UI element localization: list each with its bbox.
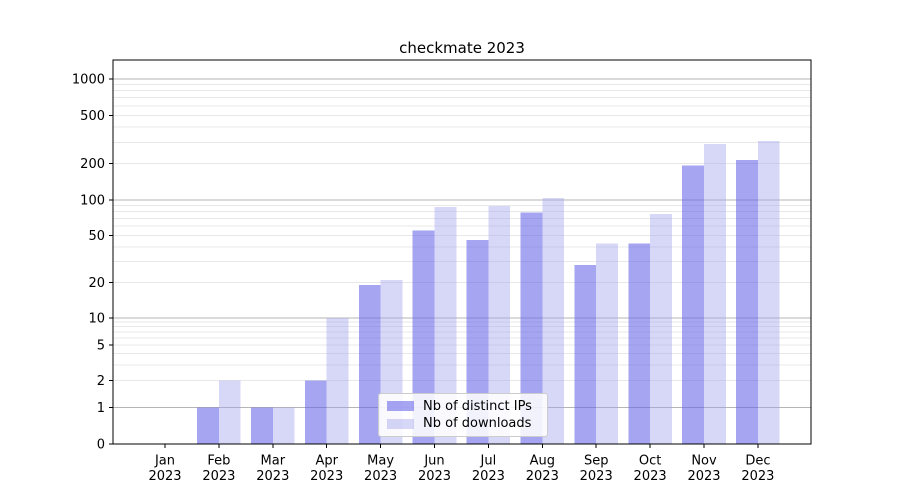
bar-distinct-ips-feb [197, 407, 219, 444]
x-tick-label-month: Nov [691, 454, 717, 469]
x-tick-label-year: 2023 [364, 469, 397, 484]
bar-distinct-ips-may [358, 285, 381, 444]
bar-downloads-feb [218, 380, 241, 444]
bar-distinct-ips-apr [304, 380, 327, 444]
bar-distinct-ips-jul [466, 239, 489, 444]
legend-entry-downloads: Nb of downloads [387, 416, 539, 431]
x-tick-label-month: Mar [261, 454, 286, 469]
x-tick-label-month: May [367, 454, 394, 469]
bar-distinct-ips-mar [251, 407, 273, 444]
bar-distinct-ips-dec [736, 159, 758, 445]
x-tick-label-year: 2023 [472, 469, 505, 484]
x-tick-label-year: 2023 [634, 469, 667, 484]
plot-border [112, 59, 812, 445]
legend-label-distinct-ips: Nb of distinct IPs [423, 398, 532, 414]
y-tick-label: 100 [80, 194, 105, 209]
x-tick-label-year: 2023 [202, 469, 235, 484]
bar-distinct-ips-oct [628, 243, 651, 444]
bar-downloads-aug [542, 197, 565, 444]
chart-title: checkmate 2023 [399, 39, 525, 57]
bar-downloads-dec [757, 140, 780, 444]
y-tick-label: 20 [88, 276, 105, 291]
legend-entry-distinct-ips: Nb of distinct IPs [387, 399, 539, 414]
bar-downloads-jun [434, 207, 457, 444]
x-tick-label-year: 2023 [418, 469, 451, 484]
x-tick-label-month: Aug [530, 454, 555, 469]
x-tick-label-month: Oct [639, 454, 661, 469]
legend-label-downloads: Nb of downloads [423, 416, 532, 432]
bar-distinct-ips-nov [682, 165, 704, 444]
y-tick-label: 5 [97, 338, 105, 353]
x-tick-label-year: 2023 [580, 469, 613, 484]
y-tick-label: 10 [88, 312, 105, 327]
y-tick-label: 1 [97, 401, 105, 416]
bar-downloads-sep [596, 243, 618, 444]
bar-downloads-mar [272, 407, 295, 444]
bar-downloads-nov [704, 144, 726, 444]
legend: Nb of distinct IPs Nb of downloads [378, 393, 548, 437]
x-tick-label-month: Jul [480, 454, 497, 469]
y-tick-label: 200 [80, 157, 105, 172]
bar-distinct-ips-jun [412, 230, 435, 444]
x-tick-label-month: Feb [207, 454, 230, 469]
y-tick-label: 50 [88, 229, 105, 244]
legend-swatch-downloads [387, 418, 414, 429]
x-tick-label-month: Apr [315, 454, 338, 469]
x-tick-label-month: Sep [584, 454, 609, 469]
x-tick-label-month: Dec [745, 454, 770, 469]
legend-swatch-distinct-ips [387, 401, 414, 412]
y-tick-label: 2 [97, 374, 105, 389]
x-tick-label-year: 2023 [687, 469, 720, 484]
y-tick-label: 1000 [72, 73, 105, 88]
x-tick-label-month: Jun [423, 454, 444, 469]
x-tick-label-year: 2023 [256, 469, 289, 484]
x-tick-label-year: 2023 [526, 469, 559, 484]
bar-downloads-oct [650, 214, 672, 444]
bar-distinct-ips-aug [520, 212, 543, 444]
bar-downloads-jul [488, 206, 511, 444]
y-tick-label: 0 [97, 438, 105, 453]
bar-downloads-apr [326, 318, 349, 444]
x-tick-label-year: 2023 [148, 469, 181, 484]
x-tick-label-year: 2023 [741, 469, 774, 484]
y-tick-label: 500 [80, 109, 105, 124]
x-tick-label-year: 2023 [310, 469, 343, 484]
bar-distinct-ips-sep [574, 265, 597, 444]
x-tick-label-month: Jan [154, 454, 175, 469]
